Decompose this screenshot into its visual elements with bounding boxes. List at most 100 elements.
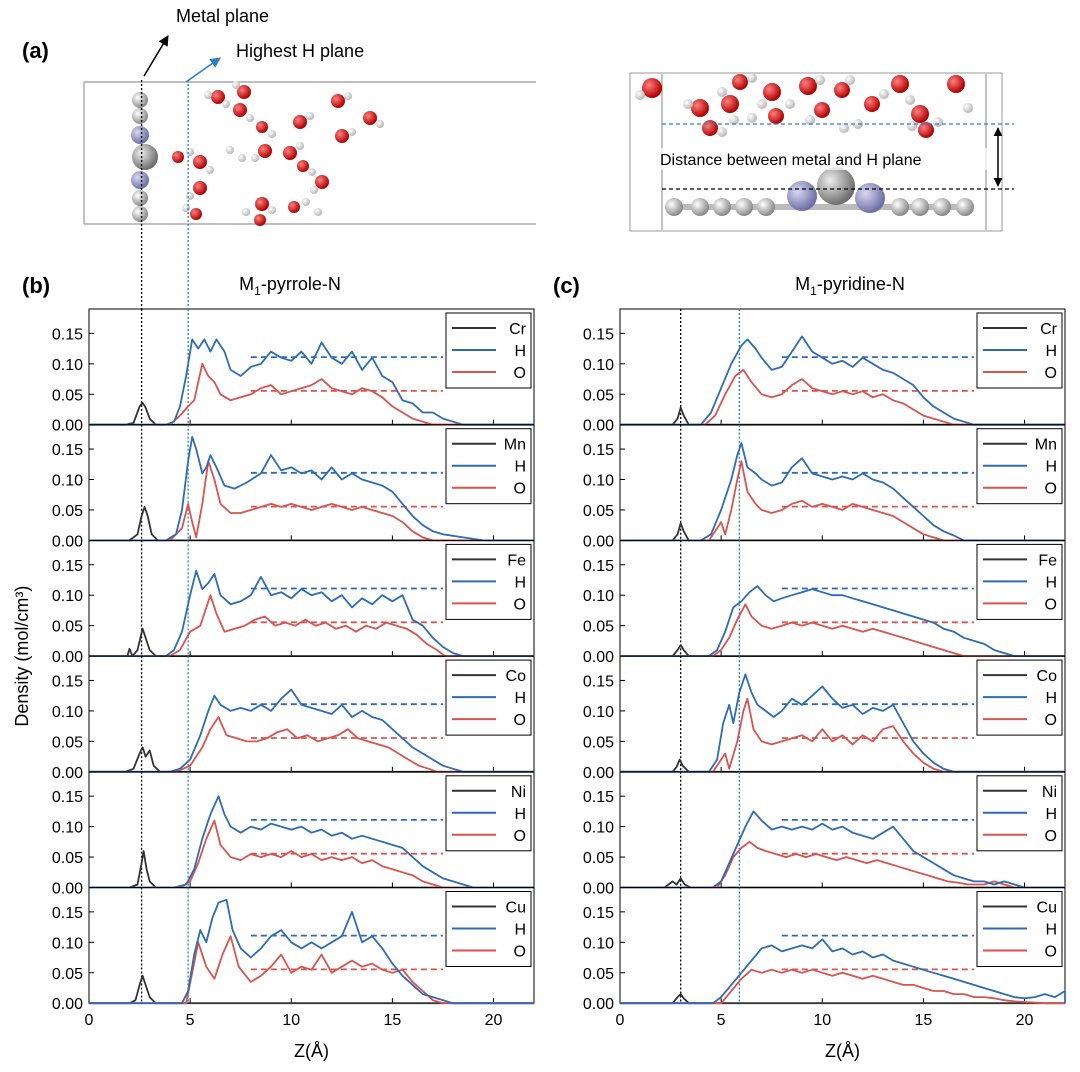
y-tick-label: 0.00 [52,533,83,550]
legend-label: O [1045,481,1057,498]
simulation-box-detail-view: Distance between metal and H plane [629,72,1014,232]
x-tick-label: 5 [186,1012,195,1029]
legend: Cr HO [445,312,532,389]
y-tick-label: 0.10 [583,357,614,374]
series-o [620,697,1065,773]
graphene-sheet-detail [665,167,974,216]
highest-h-plane-label: Highest H plane [236,41,364,61]
series-cation-co [620,758,1065,773]
y-tick-label: 0.10 [52,473,83,490]
y-tick-label: 0.05 [52,619,83,636]
legend-label: Mn [1035,437,1057,454]
x-tick-label: 10 [813,1012,831,1029]
series-h [620,335,1065,426]
y-tick-label: 0.05 [52,387,83,404]
x-tick-label: 15 [915,1012,933,1029]
legend: Fe HO [976,543,1063,620]
legend: Ni HO [445,775,532,852]
y-tick-label: 0.05 [52,734,83,751]
legend-label: Ni [1042,784,1057,801]
y-tick-label: 0.15 [52,558,83,575]
legend-label: O [514,828,526,845]
y-axis-label: Density (mol/cm³) [12,586,32,727]
legend-label: Fe [507,552,526,569]
legend-label: H [514,690,526,707]
subplot-cr: 0.00 0.05 0.10 0.15 Cr HO [583,308,1066,435]
simulation-box-side-view [83,81,536,226]
series-h [620,810,1065,889]
series-h [89,569,534,657]
subplot-cu: 0.00 0.05 0.10 0.15 Cu HO [52,887,535,1013]
legend-label: H [1045,459,1057,476]
legend-label: H [1045,343,1057,360]
y-tick-label: 0.15 [583,673,614,690]
legend-label: H [1045,806,1057,823]
subplot-fe: 0.00 0.05 0.10 0.15 Fe HO [583,539,1066,666]
panel-label: (c) [553,273,580,298]
series-h [89,436,534,542]
legend: Ni HO [976,775,1063,852]
y-tick-label: 0.10 [583,704,614,721]
legend-label: H [514,922,526,939]
h-plane-pointer-arrow [185,57,221,83]
x-tick-label: 10 [282,1012,300,1029]
series-o [620,369,1065,426]
y-tick-label: 0.05 [52,850,83,867]
panel-a-label: (a) [22,38,49,63]
distance-label: Distance between metal and H plane [660,152,922,169]
y-tick-label: 0.00 [583,996,614,1013]
subplot-mn: 0.00 0.05 0.10 0.15 Mn HO [583,424,1066,550]
y-tick-label: 0.05 [583,850,614,867]
legend: Mn HO [976,428,1063,505]
series-h [620,442,1065,542]
x-axis-label: Z(Å) [825,1041,860,1061]
subplot-cu: 0.00 0.05 0.10 0.15 Cu HO [583,887,1066,1013]
graphene-sheet-side [131,92,158,222]
legend-label: O [1045,365,1057,382]
y-tick-label: 0.10 [52,357,83,374]
y-tick-label: 0.15 [583,442,614,459]
y-tick-label: 0.10 [583,935,614,952]
legend-label: O [514,596,526,613]
series-cation-cu [89,974,534,1005]
y-tick-label: 0.15 [52,905,83,922]
series-o [620,603,1065,657]
series-o [89,935,534,1005]
series-h [89,688,534,773]
series-o [89,362,534,426]
legend: Fe HO [445,543,532,620]
y-tick-label: 0.10 [52,820,83,837]
legend-label: O [1045,712,1057,729]
y-tick-label: 0.00 [583,881,614,898]
legend-label: O [514,365,526,382]
legend-label: H [514,459,526,476]
series-o [89,716,534,773]
y-tick-label: 0.00 [583,418,614,435]
series-cation-mn [620,522,1065,542]
legend-label: O [1045,944,1057,961]
y-tick-label: 0.15 [583,326,614,343]
y-tick-label: 0.00 [52,418,83,435]
y-tick-label: 0.05 [583,503,614,520]
y-axis-label-group: Density (mol/cm³) [12,586,32,727]
y-tick-label: 0.15 [52,673,83,690]
chart-title: M1-pyridine-N [795,274,905,298]
series-h [89,338,534,426]
legend-label: Cu [506,900,526,917]
y-tick-label: 0.00 [52,881,83,898]
series-o [620,460,1065,542]
legend-label: O [1045,828,1057,845]
subplot-ni: 0.00 0.05 0.10 0.15 Ni HO [52,771,535,898]
x-tick-label: 20 [1016,1012,1034,1029]
legend: Co HO [976,659,1063,736]
legend: Cr HO [976,312,1063,389]
y-tick-label: 0.15 [52,789,83,806]
legend: Co HO [445,659,532,736]
x-tick-label: 20 [485,1012,503,1029]
legend-label: O [514,712,526,729]
y-tick-label: 0.05 [52,966,83,983]
y-tick-label: 0.10 [52,704,83,721]
y-tick-label: 0.00 [583,649,614,666]
legend-label: H [1045,690,1057,707]
